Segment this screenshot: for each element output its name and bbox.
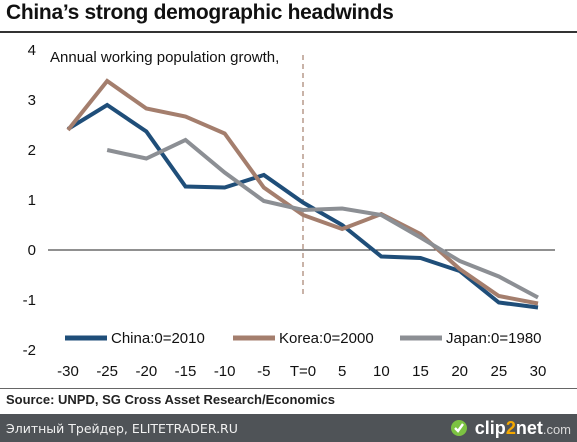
legend: China:0=2010 Korea:0=2000 Japan:0=1980 (65, 330, 542, 347)
source-note: Source: UNPD, SG Cross Asset Research/Ec… (6, 392, 335, 407)
chart-title: China’s strong demographic headwinds (6, 1, 394, 24)
x-tick-label: 15 (412, 363, 429, 380)
x-tick-label: 5 (338, 363, 346, 380)
brand-net: net (515, 417, 543, 438)
y-tick-label: 0 (28, 242, 36, 259)
x-tick-label: 25 (490, 363, 507, 380)
clip2net-logo[interactable]: clip2net.com (448, 417, 571, 439)
x-tick-label: -10 (214, 363, 236, 380)
x-tick-label: -20 (135, 363, 157, 380)
x-tick-label: -15 (175, 363, 197, 380)
x-tick-label: 10 (373, 363, 390, 380)
title-divider (0, 31, 577, 33)
y-axis-ticks: -2 -1 0 1 2 3 4 (23, 42, 36, 359)
source-divider (0, 388, 577, 389)
brand-two: 2 (505, 417, 516, 438)
series-layer (66, 78, 539, 310)
clip2net-wordmark: clip2net.com (475, 418, 571, 439)
legend-label-china: China:0=2010 (111, 330, 205, 347)
x-tick-label: 30 (530, 363, 547, 380)
brand-clip: clip (474, 417, 506, 438)
x-axis-ticks: -30 -25 -20 -15 -10 -5 T=0 5 10 15 20 25 30 (57, 363, 546, 380)
chart-annotation: Annual working population growth, (50, 49, 279, 66)
series-line-china (66, 102, 539, 310)
clip2net-icon (450, 420, 467, 437)
footer-site-label[interactable]: Элитный Трейдер, ELITETRADER.RU (6, 421, 238, 436)
series-line-japan (106, 137, 539, 300)
series-line-korea (66, 78, 539, 306)
y-tick-label: 4 (28, 42, 36, 59)
brand-com: .com (542, 421, 571, 437)
y-tick-label: 2 (28, 142, 36, 159)
x-tick-label: T=0 (290, 363, 316, 380)
y-tick-label: 1 (28, 192, 36, 209)
legend-label-japan: Japan:0=1980 (446, 330, 542, 347)
y-tick-label: -2 (23, 342, 36, 359)
x-tick-label: 20 (451, 363, 468, 380)
footer-bar: Элитный Трейдер, ELITETRADER.RU clip2net… (0, 414, 577, 442)
y-tick-label: -1 (23, 292, 36, 309)
x-tick-label: -25 (96, 363, 118, 380)
y-tick-label: 3 (28, 92, 36, 109)
x-tick-label: -5 (257, 363, 270, 380)
legend-label-korea: Korea:0=2000 (279, 330, 374, 347)
x-tick-label: -30 (57, 363, 79, 380)
